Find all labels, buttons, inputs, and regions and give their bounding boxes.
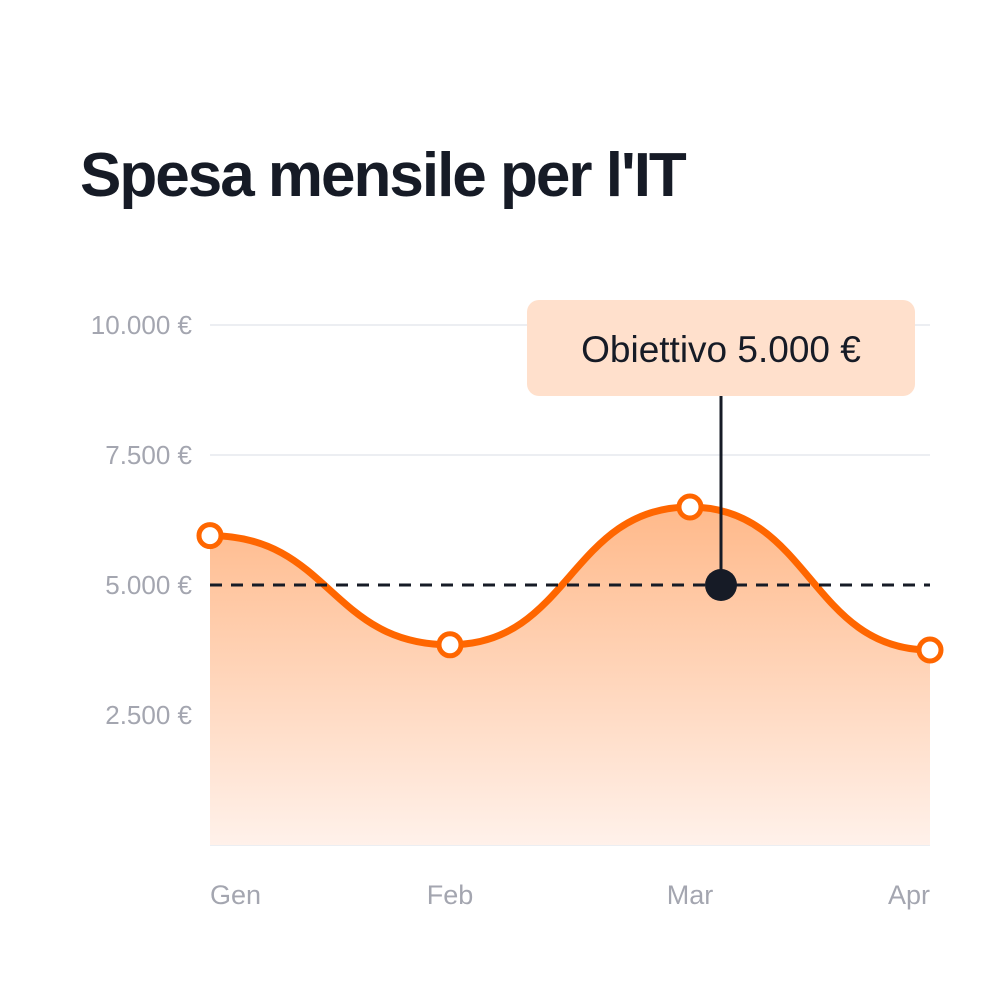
point-layer [196, 493, 944, 664]
target-marker [705, 569, 737, 601]
data-point [436, 631, 464, 659]
area-fill [210, 507, 930, 845]
data-point [676, 493, 704, 521]
area-layer [206, 503, 934, 845]
x-tick-label: Mar [667, 880, 714, 910]
y-tick-label: 7.500 € [105, 440, 192, 470]
callout-label: Obiettivo 5.000 € [581, 329, 861, 370]
callout-box [527, 300, 915, 396]
x-tick-label: Feb [427, 880, 474, 910]
y-tick-label: 5.000 € [105, 570, 192, 600]
chart-title: Spesa mensile per l'IT [80, 141, 687, 210]
x-axis: Gen Feb Mar Apr [210, 880, 930, 910]
x-tick-label: Apr [888, 880, 930, 910]
y-tick-label: 2.500 € [105, 700, 192, 730]
data-point [916, 636, 944, 664]
y-tick-label: 10.000 € [91, 310, 193, 340]
target-callout: Obiettivo 5.000 € [527, 300, 915, 601]
series-line [206, 503, 934, 654]
x-tick-label: Gen [210, 880, 261, 910]
y-axis: 2.500 € 5.000 € 7.500 € 10.000 € [91, 310, 193, 730]
data-point [196, 522, 224, 550]
